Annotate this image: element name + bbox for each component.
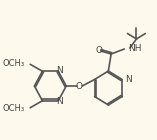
Text: OCH₃: OCH₃ xyxy=(3,104,25,113)
Text: N: N xyxy=(56,66,63,75)
Text: N: N xyxy=(125,75,132,84)
Text: O: O xyxy=(95,46,103,54)
Text: N: N xyxy=(56,97,63,106)
Text: O: O xyxy=(76,81,83,90)
Text: NH: NH xyxy=(128,44,141,52)
Text: OCH₃: OCH₃ xyxy=(3,59,25,68)
